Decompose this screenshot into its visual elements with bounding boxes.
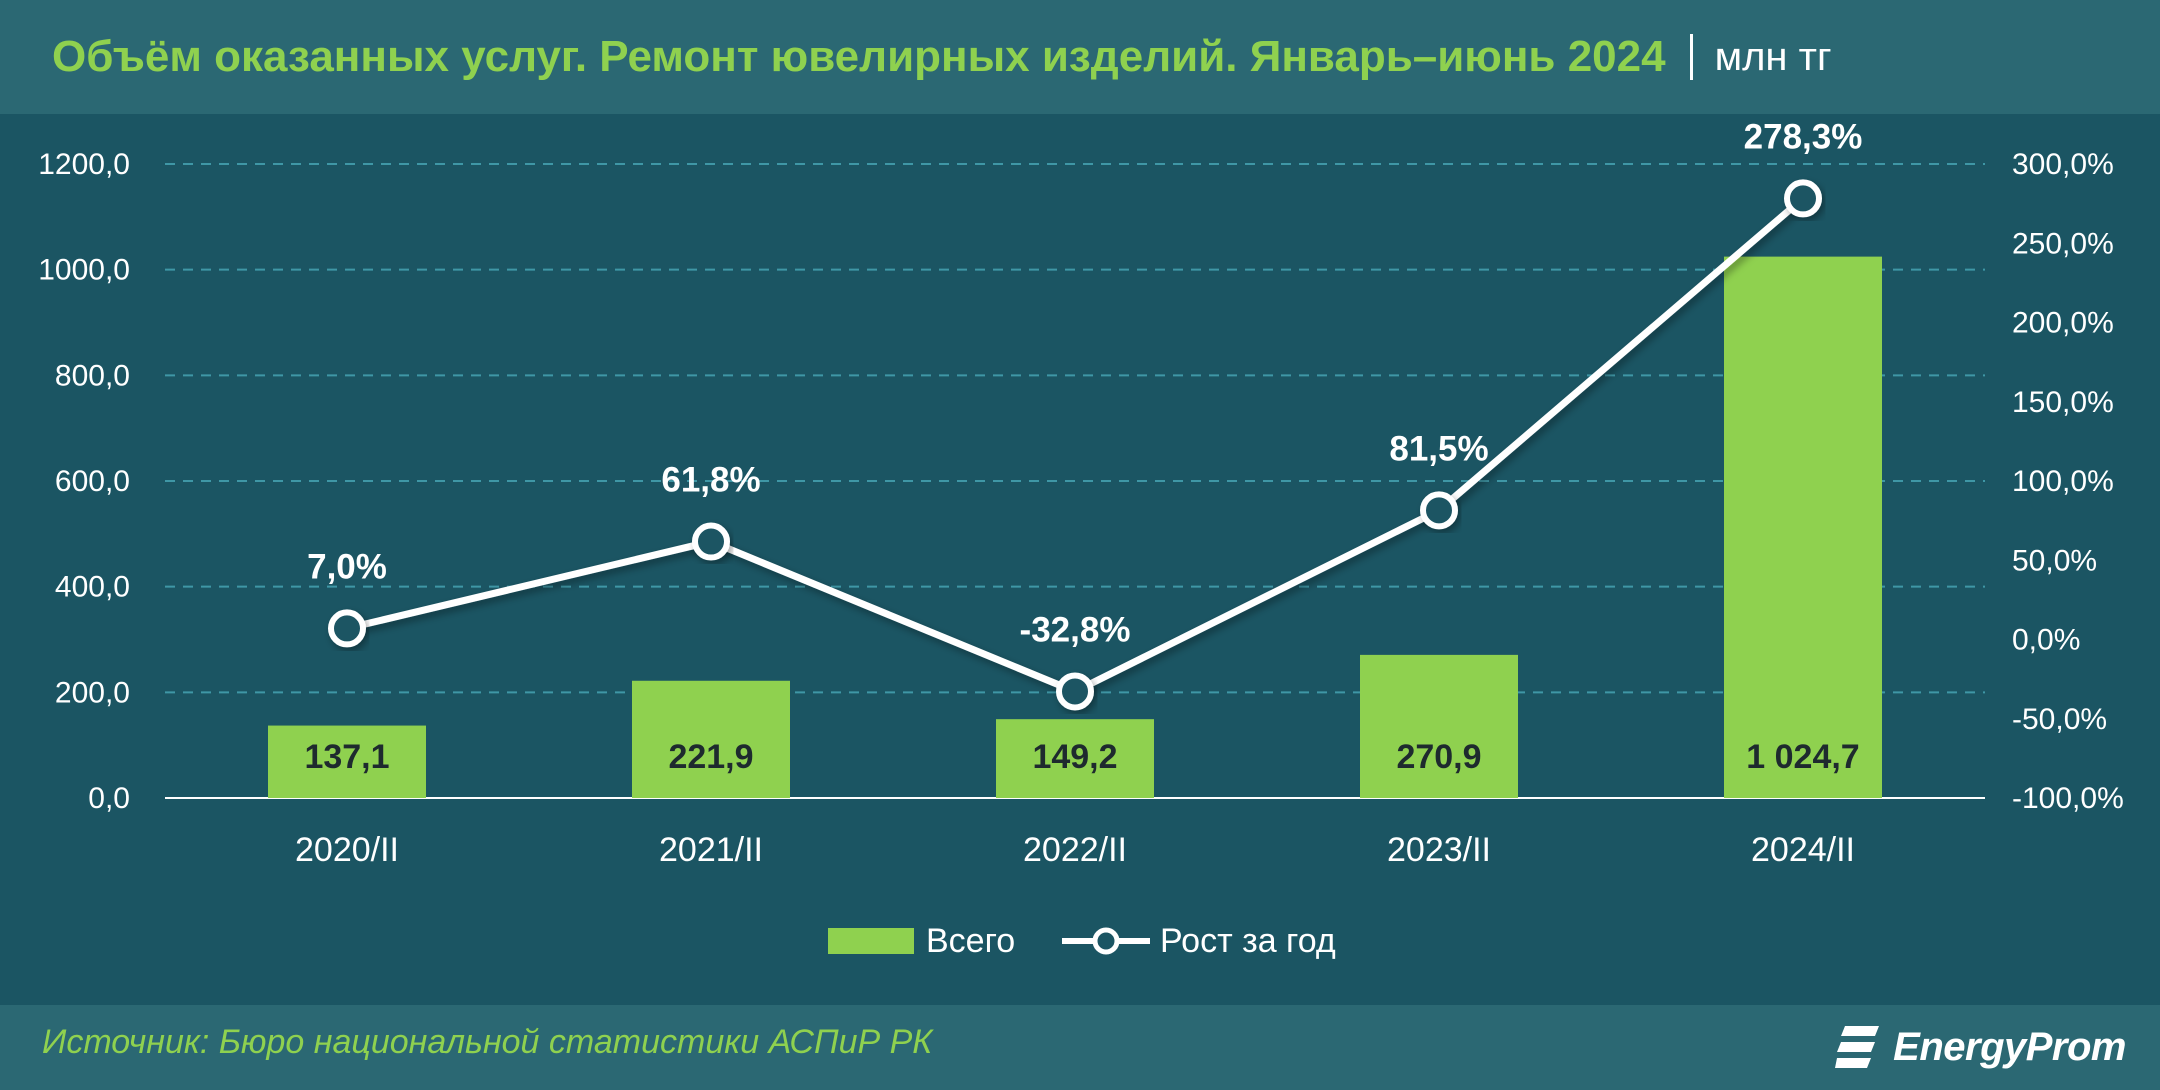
x-tick-label: 2023/II — [1387, 831, 1491, 869]
chart-title: Объём оказанных услуг. Ремонт ювелирных … — [52, 32, 1666, 81]
right-tick-label: 0,0% — [2012, 624, 2080, 657]
right-tick-label: 50,0% — [2012, 544, 2097, 577]
bar — [268, 725, 426, 798]
energyprom-logo: EnergyProm — [1835, 1019, 2126, 1075]
growth-point-label: 7,0% — [307, 547, 387, 586]
left-tick-label: 0,0 — [88, 782, 130, 815]
right-tick-label: 250,0% — [2012, 227, 2114, 260]
left-tick-label: 200,0 — [55, 676, 130, 709]
bar-value-label: 1 024,7 — [1746, 738, 1859, 776]
left-y-axis: 0,0 200,0 400,0 600,0 800,0 1000,0 1200,0 — [38, 148, 130, 815]
left-tick-label: 1200,0 — [38, 148, 130, 181]
bar-value-label: 137,1 — [304, 738, 389, 776]
legend-bar-swatch — [828, 928, 914, 954]
header-band: Объём оказанных услуг. Ремонт ювелирных … — [0, 0, 2160, 114]
unit-label: млн тг — [1714, 34, 1832, 79]
right-tick-label: -50,0% — [2012, 703, 2107, 736]
growth-point — [692, 522, 730, 561]
bar — [1724, 256, 1882, 798]
bar — [996, 719, 1154, 798]
growth-point — [1056, 672, 1094, 711]
x-tick-label: 2024/II — [1751, 831, 1855, 869]
growth-point — [1784, 179, 1822, 218]
growth-point-label: 81,5% — [1389, 429, 1488, 468]
x-tick-label: 2022/II — [1023, 831, 1127, 869]
footer-band: Источник: Бюро национальной статистики А… — [0, 1005, 2160, 1090]
right-tick-label: -100,0% — [2012, 782, 2124, 815]
right-y-axis: -100,0% -50,0% 0,0% 50,0% 100,0% 150,0% 200,0%… — [2012, 148, 2124, 815]
source-note: Источник: Бюро национальной статистики А… — [42, 1023, 933, 1061]
right-tick-label: 100,0% — [2012, 465, 2114, 498]
growth-point-label: -32,8% — [1020, 610, 1131, 649]
left-tick-label: 800,0 — [55, 359, 130, 392]
bar — [1360, 654, 1518, 798]
legend-line-label: Рост за год — [1160, 922, 1336, 960]
bar-value-label: 149,2 — [1032, 738, 1117, 776]
left-tick-label: 600,0 — [55, 465, 130, 498]
legend-bar-label: Всего — [926, 922, 1015, 960]
growth-point-label: 278,3% — [1744, 117, 1863, 156]
x-axis: 2020/II 2021/II 2022/II 2023/II 2024/II — [295, 831, 1855, 869]
legend: Всего Рост за год — [828, 922, 1336, 960]
left-tick-label: 1000,0 — [38, 254, 130, 287]
growth-point-label: 61,8% — [661, 461, 760, 500]
logo-mark-icon — [1835, 1026, 1880, 1068]
growth-point — [1420, 491, 1458, 530]
growth-point — [328, 609, 366, 648]
x-tick-label: 2021/II — [659, 831, 763, 869]
left-tick-label: 400,0 — [55, 571, 130, 604]
growth-line-series: 7,0% 61,8% -32,8% 81,5% 278,3% — [307, 117, 1863, 711]
legend-line-marker — [1092, 927, 1120, 955]
bar-value-label: 270,9 — [1396, 738, 1481, 776]
combo-chart: 0,0 200,0 400,0 600,0 800,0 1000,0 1200,0 -100… — [38, 117, 2124, 960]
bar — [632, 680, 790, 798]
right-tick-label: 300,0% — [2012, 148, 2114, 181]
right-tick-label: 150,0% — [2012, 386, 2114, 419]
logo-text: EnergyProm — [1893, 1024, 2126, 1069]
right-tick-label: 200,0% — [2012, 307, 2114, 340]
bars-series: 137,1 221,9 149,2 270,9 1 024,7 — [268, 256, 1882, 798]
bar-value-label: 221,9 — [668, 738, 753, 776]
x-tick-label: 2020/II — [295, 831, 399, 869]
title-separator — [1689, 34, 1693, 80]
